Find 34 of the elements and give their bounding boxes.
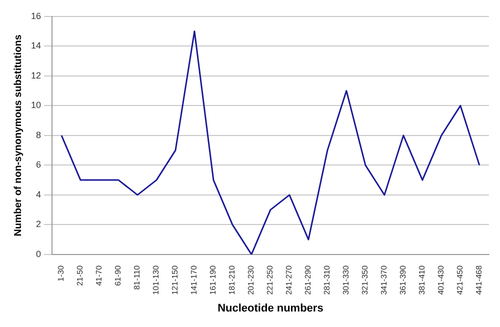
- x-tick-label: 421-450: [456, 264, 465, 295]
- x-tick-label: 221-250: [266, 264, 275, 295]
- y-tick-label: 16: [30, 10, 42, 21]
- x-tick-label: 201-230: [246, 264, 256, 295]
- x-tick-label: 21-50: [76, 264, 85, 286]
- x-tick-label: 281-310: [322, 264, 332, 295]
- x-tick-label: 41-70: [94, 264, 104, 286]
- y-tick-label: 6: [36, 160, 42, 170]
- x-tick-label: 161-190: [208, 264, 218, 295]
- y-tick-label: 10: [30, 100, 42, 110]
- x-tick-label: 121-150: [170, 264, 180, 295]
- x-tick-label: 61-90: [114, 264, 123, 286]
- x-axis-title: Nucleotide numbers: [218, 302, 324, 314]
- y-tick-label: 4: [36, 189, 42, 200]
- y-tick-label: 12: [30, 70, 42, 80]
- y-tick-label: 8: [36, 130, 42, 140]
- x-tick-label: 101-130: [152, 264, 161, 295]
- x-tick-label: 261-290: [304, 264, 313, 295]
- y-axis-title: Number of non-synonymous substitutions: [12, 34, 24, 236]
- x-tick-label: 301-330: [342, 264, 351, 295]
- x-tick-label: 341-370: [380, 264, 389, 295]
- y-tick-label: 2: [36, 219, 42, 230]
- x-tick-label: 141-170: [190, 264, 199, 295]
- x-tick-label: 241-270: [284, 264, 294, 295]
- x-tick-label: 321-350: [360, 264, 370, 295]
- x-tick-label: 401-430: [436, 264, 446, 295]
- x-tick-label: 181-210: [228, 264, 237, 295]
- x-tick-label: 361-390: [398, 264, 408, 295]
- x-tick-label: 81-110: [132, 264, 142, 290]
- x-tick-label: 441-468: [474, 264, 484, 295]
- x-tick-label: 381-410: [418, 264, 427, 295]
- y-tick-label: 0: [36, 248, 42, 259]
- y-tick-label: 14: [30, 40, 42, 51]
- x-tick-label: 1-30: [56, 264, 66, 282]
